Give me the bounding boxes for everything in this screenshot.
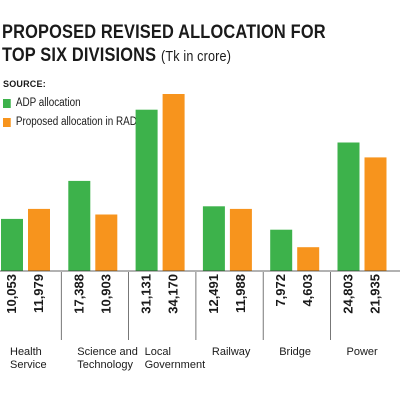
bar-adp-bridge — [270, 229, 293, 271]
category-label-science-and-technology-line-2: Technology — [77, 359, 133, 371]
category-label-health-service-line-2: Service — [10, 359, 47, 371]
bar-adp-local-government — [135, 109, 158, 271]
value-label-adp-power: 24,803 — [341, 274, 356, 314]
category-label-local-government-line-1: Local — [145, 346, 171, 358]
value-label-radp-power: 21,935 — [368, 274, 383, 314]
value-label-radp-bridge: 4,603 — [300, 274, 315, 307]
chart-title: PROPOSED REVISED ALLOCATION FOR TOP SIX … — [2, 21, 326, 68]
value-label-radp-science-and-technology: 10,903 — [98, 274, 113, 314]
value-label-radp-railway: 11,988 — [233, 274, 248, 313]
bar-adp-railway — [202, 206, 225, 271]
bar-adp-power — [337, 142, 360, 271]
group-power: 24,803 21,935 Power — [337, 142, 387, 358]
legend-label-adp: ADP allocation — [15, 97, 81, 109]
category-label-railway: Railway — [212, 346, 251, 358]
legend-label-radp: Proposed allocation in RADP — [15, 116, 144, 128]
bar-radp-bridge — [297, 247, 320, 271]
value-label-adp-bridge: 7,972 — [273, 274, 288, 307]
category-label-science-and-technology-line-1: Science and — [77, 346, 138, 358]
bar-radp-power — [364, 157, 387, 271]
bar-adp-science-and-technology — [68, 180, 91, 271]
chart-title-unit: (Tk in crore) — [160, 48, 232, 65]
bar-radp-railway — [229, 208, 252, 271]
category-label-local-government-line-2: Government — [145, 359, 206, 371]
legend-item-adp: ADP allocation — [3, 97, 81, 109]
group-bridge: 7,972 4,603 Bridge — [270, 229, 320, 358]
bar-radp-science-and-technology — [95, 214, 118, 271]
category-label-health-service-line-1: Health — [10, 346, 42, 358]
group-railway: 12,491 11,988 Railway — [202, 206, 252, 358]
chart-title-line-2: TOP SIX DIVISIONS (Tk in crore) — [2, 44, 326, 68]
value-label-radp-local-government: 34,170 — [166, 274, 181, 314]
category-label-power: Power — [347, 346, 379, 358]
bar-adp-health-service — [1, 218, 23, 271]
bar-radp-local-government — [162, 94, 185, 271]
category-label-bridge: Bridge — [279, 346, 311, 358]
bar-radp-health-service — [28, 208, 50, 271]
chart-title-line-1: PROPOSED REVISED ALLOCATION FOR — [2, 21, 326, 43]
value-label-adp-railway: 12,491 — [206, 274, 221, 314]
value-label-adp-health-service: 10,053 — [4, 274, 19, 314]
legend-swatch-adp — [3, 98, 11, 108]
legend-swatch-radp — [3, 117, 11, 127]
value-label-radp-health-service: 11,979 — [31, 274, 46, 313]
value-label-adp-local-government: 31,131 — [139, 274, 154, 314]
chart-title-line-2-text: TOP SIX DIVISIONS — [2, 44, 157, 66]
legend-item-radp: Proposed allocation in RADP — [3, 116, 143, 128]
value-label-adp-science-and-technology: 17,388 — [71, 274, 86, 314]
source-label: SOURCE: — [3, 79, 46, 89]
